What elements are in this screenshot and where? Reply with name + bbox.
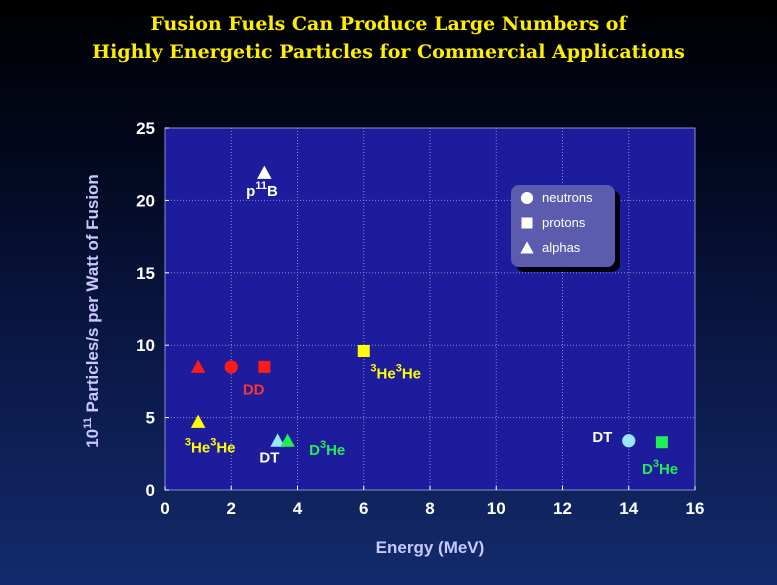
x-axis-label: Energy (MeV) <box>376 538 485 557</box>
y-tick-label: 20 <box>136 191 155 210</box>
data-point-circle <box>622 434 636 448</box>
data-point-circle <box>224 360 238 374</box>
chart-title: Fusion Fuels Can Produce Large Numbers o… <box>0 10 777 66</box>
y-tick-label: 25 <box>136 119 155 138</box>
y-axis-label: 1011 Particles/s per Watt of Fusion <box>82 174 102 448</box>
title-line-1: Fusion Fuels Can Produce Large Numbers o… <box>150 13 627 35</box>
data-point-triangle <box>190 414 206 428</box>
legend-marker-circle <box>520 191 534 205</box>
x-tick-label: 0 <box>160 499 169 518</box>
x-tick-label: 14 <box>619 499 638 518</box>
data-point-square <box>258 360 271 373</box>
x-tick-label: 12 <box>553 499 572 518</box>
legend-label-neutrons: neutrons <box>542 190 593 205</box>
data-point-square <box>655 436 668 449</box>
data-points <box>190 165 668 449</box>
legend-marker-square <box>521 217 533 229</box>
point-annotation: DT <box>259 449 279 466</box>
legend-box <box>511 185 615 267</box>
data-point-triangle <box>270 433 285 447</box>
axes: 0 2 4 6 8 10 12 14 16 0 5 10 15 20 25 Energy (MeV) 1011 … <box>82 119 704 557</box>
legend-label-protons: protons <box>542 215 586 230</box>
y-tick-label: 0 <box>146 481 155 500</box>
point-annotation: D3He <box>309 439 345 459</box>
x-tick-label: 8 <box>425 499 434 518</box>
x-tick-label: 10 <box>487 499 506 518</box>
point-annotation: p11B <box>246 180 278 200</box>
legend: neutrons protons alphas <box>511 185 615 267</box>
x-tick-label: 2 <box>227 499 236 518</box>
point-annotation: DD <box>243 381 265 398</box>
legend-marker-triangle <box>520 241 534 254</box>
x-tick-label: 16 <box>686 499 705 518</box>
y-tick-label: 5 <box>146 409 155 428</box>
data-point-triangle <box>190 359 206 373</box>
point-annotation: 3He3He <box>370 363 421 383</box>
x-tick-label: 4 <box>293 499 303 518</box>
point-annotation: DT <box>592 429 612 446</box>
annotations: p11B DD 3He3He 3He3He DT D3He DT D3He <box>185 180 678 478</box>
y-tick-label: 15 <box>136 264 155 283</box>
data-point-triangle <box>280 433 295 447</box>
legend-label-alphas: alphas <box>542 240 581 255</box>
data-point-triangle <box>257 165 272 179</box>
point-annotation: D3He <box>642 458 678 478</box>
x-tick-label: 6 <box>359 499 368 518</box>
point-annotation: 3He3He <box>185 436 236 456</box>
data-point-square <box>357 344 370 357</box>
y-tick-label: 10 <box>136 336 155 355</box>
title-line-2: Highly Energetic Particles for Commercia… <box>92 41 685 63</box>
